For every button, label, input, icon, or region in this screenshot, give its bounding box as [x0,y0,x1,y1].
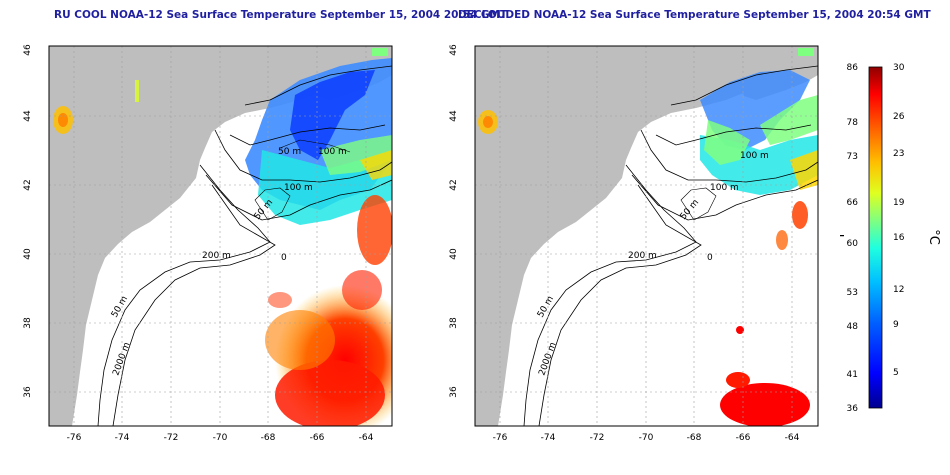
left-bathymetry-contours [97,65,392,426]
left-x-tick: -64 [359,433,374,443]
right-y-tick: 46 [449,44,459,56]
right-y-tick: 44 [449,110,459,122]
right-grid [475,46,818,426]
right-contour-label: 50 m [679,198,702,222]
right-y-tick: 36 [449,386,459,398]
left-contour-label: 100 m [318,147,347,157]
left-y-tick: 46 [23,44,33,56]
right-land-mass [475,46,818,426]
left-contour-label: 50 m [110,295,130,320]
right-contour-label: 100 m [740,151,769,161]
right-x-tick: -68 [687,433,702,443]
right-contour-label: 2000 m [537,341,558,377]
colorbar-f-tick: 48 [847,322,859,332]
left-sst-warm-patch [53,48,392,426]
left-nova-scotia [300,46,392,100]
left-y-tick: 36 [23,386,33,398]
left-x-tick: -76 [67,433,82,443]
colorbar-f-tick: 60 [847,239,859,249]
right-x-tick: -66 [736,433,751,443]
left-y-tick: 40 [23,248,33,260]
left-x-tick: -66 [310,433,325,443]
right-contour-label: 200 m [628,251,657,261]
left-land-mass [49,46,392,426]
right-map-title: DECLOUDED NOAA-12 Sea Surface Temperatur… [458,9,931,21]
colorbar-c-tick: 23 [893,149,904,159]
colorbar-c-tick: 12 [893,285,904,295]
right-x-tick: -76 [493,433,508,443]
temperature-colorbar: 86 78 73 66 60 53 48 41 36 30 26 23 19 1… [840,63,940,414]
colorbar-f-tick: 66 [847,198,859,208]
left-ocean-area [49,46,392,426]
right-bathymetry-contours [523,65,818,426]
left-contour-label: 50 m [278,147,301,157]
colorbar-f-tick: 41 [847,370,858,380]
left-x-tick: -70 [213,433,228,443]
left-contour-label: 2000 m [111,341,132,377]
colorbar-f-tick: 36 [847,404,859,414]
left-grid [49,46,392,426]
colorbar-f-tick: 73 [847,152,858,162]
left-contour-label: 200 m [202,251,231,261]
left-map-title: RU COOL NOAA-12 Sea Surface Temperature … [54,9,508,21]
right-x-tick: -74 [541,433,556,443]
colorbar-c-tick: 16 [893,233,905,243]
colorbar-f-tick: 78 [847,118,859,128]
colorbar-c-tick: 5 [893,368,899,378]
right-y-tick: 42 [449,179,459,190]
left-contour-label: 50 m [253,198,276,222]
colorbar-c-tick: 26 [893,112,905,122]
right-contour-label: 0 [707,253,713,263]
left-contour-label: 0 [281,253,287,263]
right-contour-label: 50 m [536,295,556,320]
left-y-tick: 38 [23,317,33,329]
right-ocean-area [475,46,818,426]
left-sst-cold-patch [245,58,392,225]
right-x-tick: -64 [785,433,800,443]
colorbar-f-tick: 53 [847,288,858,298]
right-nova-scotia [726,46,818,100]
right-sst-warm-patch [478,48,814,426]
left-y-tick: 44 [23,110,33,122]
left-y-tick: 42 [23,179,33,190]
left-x-tick: -72 [164,433,179,443]
left-x-tick: -68 [261,433,276,443]
left-contour-label: 100 m [284,183,313,193]
left-x-tick: -74 [115,433,130,443]
colorbar-gradient [868,66,883,409]
left-map-frame [48,45,393,427]
celsius-unit-label: °C [926,229,940,245]
right-map-frame [474,45,819,427]
right-y-tick: 38 [449,317,459,329]
right-x-tick: -70 [639,433,654,443]
right-contour-label: 100 m [710,183,739,193]
right-sst-cold-patch [700,70,818,195]
fahrenheit-unit-label: °F [840,230,848,244]
colorbar-c-tick: 9 [893,320,899,330]
colorbar-c-tick: 30 [893,63,905,73]
colorbar-c-tick: 19 [893,198,905,208]
colorbar-f-tick: 86 [847,63,859,73]
right-y-tick: 40 [449,248,459,260]
right-x-tick: -72 [590,433,605,443]
